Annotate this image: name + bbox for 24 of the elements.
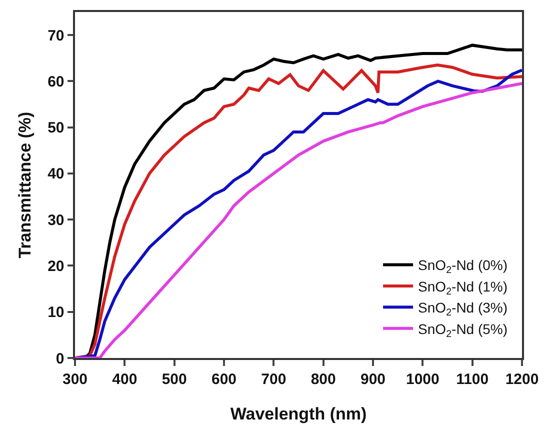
x-tick-label: 700 (261, 370, 286, 388)
x-tick-label: 1200 (505, 370, 539, 388)
x-tick-label: 600 (211, 370, 237, 388)
x-tick-label: 1100 (456, 370, 489, 388)
y-tick-label: 0 (56, 350, 64, 368)
legend-label: SnO$_{2}$-Nd (3%) (418, 300, 508, 319)
x-axis-title: Wavelength (nm) (230, 404, 367, 424)
y-tick-label: 50 (48, 120, 64, 137)
y-tick-label: 40 (48, 166, 64, 183)
legend-label: SnO$_{2}$-Nd (1%) (418, 278, 508, 298)
x-tick-label: 900 (360, 370, 386, 388)
y-tick-label: 60 (48, 73, 64, 90)
legend-label: SnO$_{2}$-Nd (0%) (418, 257, 508, 276)
x-tick-label: 500 (162, 370, 187, 388)
x-tick-label: 400 (112, 370, 138, 388)
y-tick-label: 70 (48, 27, 64, 44)
y-axis-title: Transmittance (%) (16, 112, 34, 258)
y-tick-label: 20 (48, 258, 64, 275)
legend-label: SnO$_{2}$-Nd (5%) (418, 320, 508, 340)
y-tick-label: 30 (48, 212, 64, 229)
x-tick-label: 1000 (406, 370, 440, 388)
y-tick-label: 10 (48, 304, 64, 322)
x-tick-label: 800 (310, 370, 336, 388)
x-tick-label: 300 (62, 370, 88, 388)
